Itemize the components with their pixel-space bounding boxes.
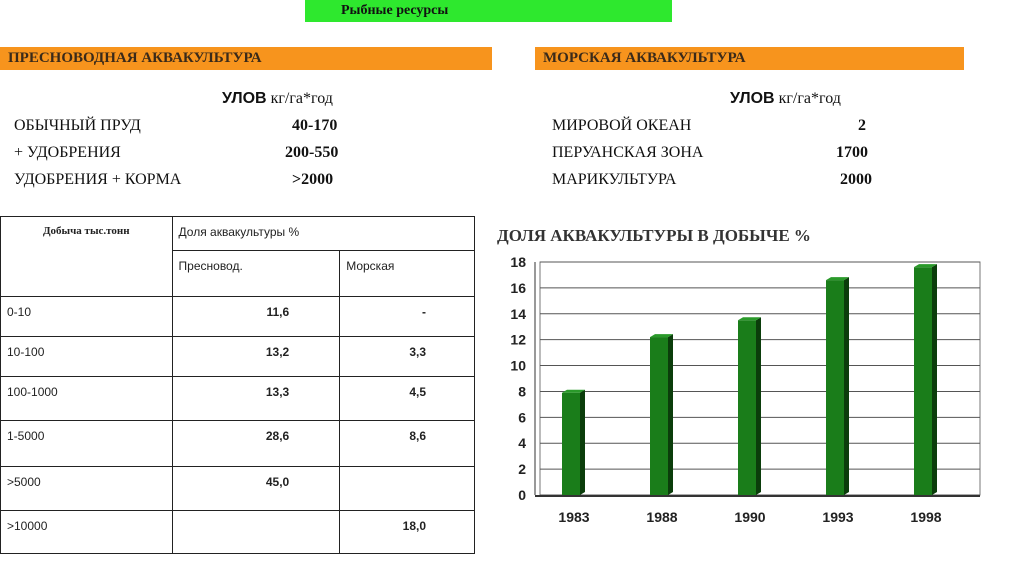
freshwater-catch-label: УЛОВ кг/га*год [222,90,333,107]
bar [826,280,844,495]
slide-title: Рыбные ресурсы [341,3,449,18]
marine-share-cell: 4,5 [339,376,475,421]
marine-catch-label: УЛОВ кг/га*год [730,90,841,107]
y-tick-label: 18 [510,254,526,270]
chart-title: ДОЛЯ АКВАКУЛЬТУРЫ В ДОБЫЧЕ % [497,226,811,245]
mar-row-value: 1700 [836,144,868,161]
x-tick-label: 1998 [910,509,941,525]
mar-row-label: МАРИКУЛЬТУРА [552,171,677,188]
fw-row-value: 40-170 [292,117,338,134]
bar-side [668,334,673,495]
fw-row-label: + УДОБРЕНИЯ [14,144,121,161]
y-tick-label: 16 [510,280,526,296]
y-tick-label: 12 [510,332,526,348]
bar-side [756,317,761,495]
freshwater-share-cell: 28,6 [171,420,341,467]
y-tick-label: 6 [518,409,526,425]
bar-top [738,317,761,321]
x-tick-label: 1988 [646,509,677,525]
group-header: Доля аквакультуры % [171,216,476,251]
marine-share-cell: 8,6 [339,420,475,467]
fw-row-value: >2000 [292,171,334,188]
marine-share-cell [339,466,475,511]
mar-row-value: 2 [858,117,866,134]
bar-chart: 0 2 4 6 8 10 12 14 16 18 1983 1988 1990 1993 1998 [510,254,981,525]
marine-heading-band: МОРСКАЯ АКВАКУЛЬТУРА [535,47,964,70]
aquaculture-share-table: Добыча тыс.тонн Доля аквакультуры % Прес… [0,216,476,554]
bar [562,392,580,495]
col-header-catch: Добыча тыс.тонн [0,216,173,297]
freshwater-share-cell [171,510,341,554]
catch-range-cell: 0-10 [0,296,173,337]
marine-share-cell: 18,0 [339,510,475,554]
y-tick-label: 8 [518,383,526,399]
freshwater-share-cell: 13,2 [171,336,341,377]
freshwater-share-cell: 45,0 [171,466,341,511]
bar-top [826,277,849,281]
y-tick-label: 2 [518,461,526,477]
x-tick-label: 1990 [734,509,765,525]
x-tick-label: 1993 [822,509,853,525]
fw-row-label: УДОБРЕНИЯ + КОРМА [14,171,182,188]
bar-top [914,264,937,268]
bar-side [844,277,849,495]
fw-row-label: ОБЫЧНЫЙ ПРУД [14,117,141,134]
catch-range-cell: 100-1000 [0,376,173,421]
bar-top [650,334,673,338]
catch-range-cell: >5000 [0,466,173,511]
bar-side [932,264,937,495]
bar [914,267,932,495]
mar-row-label: МИРОВОЙ ОКЕАН [552,117,692,134]
mar-row-label: ПЕРУАНСКАЯ ЗОНА [552,144,704,161]
table-row: 10-100 13,2 3,3 [0,336,475,377]
catch-range-cell: >10000 [0,510,173,554]
sub-header-fresh: Пресновод. [171,250,341,297]
y-tick-label: 10 [510,358,526,374]
bar-top [562,389,585,393]
fw-row-value: 200-550 [285,144,339,161]
mar-row-value: 2000 [840,171,872,188]
marine-share-cell: 3,3 [339,336,475,377]
table-row: 1-5000 28,6 8,6 [0,420,475,467]
table-row: 100-1000 13,3 4,5 [0,376,475,421]
bar [650,337,668,495]
marine-heading: МОРСКАЯ АКВАКУЛЬТУРА [543,50,746,66]
table-row: >5000 45,0 [0,466,475,511]
y-tick-label: 14 [510,306,526,322]
bar-side [580,389,585,495]
catch-range-cell: 10-100 [0,336,173,377]
title-banner: Рыбные ресурсы [305,0,672,22]
table-row: 0-10 11,6- [0,296,475,337]
freshwater-share-cell: 11,6 [171,296,341,337]
catch-range-cell: 1-5000 [0,420,173,467]
freshwater-share-cell: 13,3 [171,376,341,421]
x-tick-label: 1983 [558,509,589,525]
bar [738,320,756,495]
y-tick-label: 0 [518,487,526,503]
table-row: >10000 18,0 [0,510,475,554]
y-tick-label: 4 [518,435,526,451]
freshwater-heading-band: ПРЕСНОВОДНАЯ АКВАКУЛЬТУРА [0,47,492,70]
sub-header-marine: Морская [339,250,475,297]
freshwater-heading: ПРЕСНОВОДНАЯ АКВАКУЛЬТУРА [8,50,262,66]
marine-share-cell: - [339,296,475,337]
